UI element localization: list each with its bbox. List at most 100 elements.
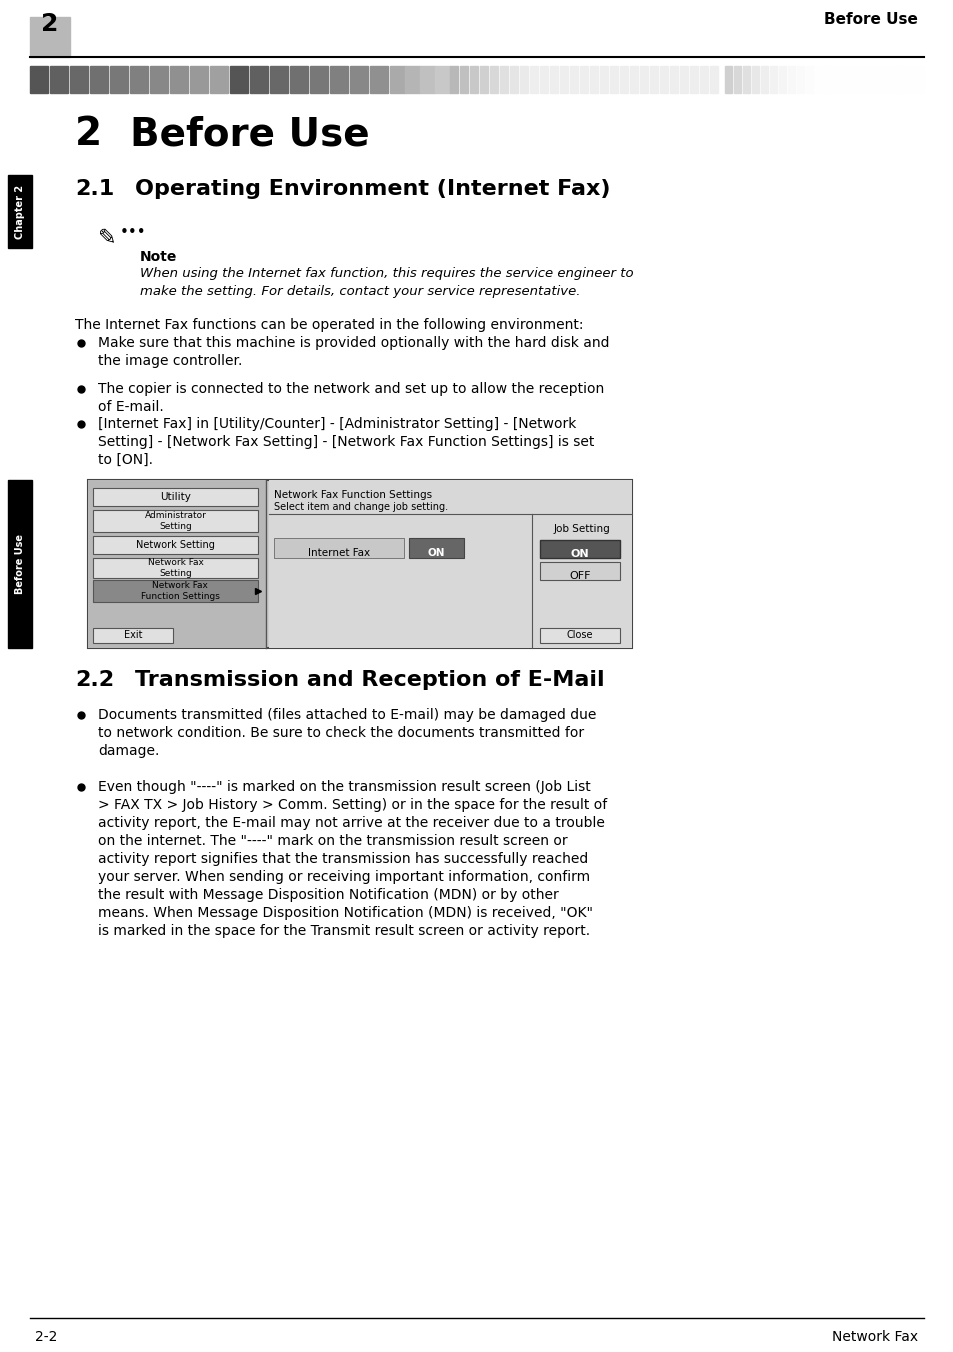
Bar xyxy=(92,488,257,506)
Bar xyxy=(92,580,257,602)
Text: Network Fax
Setting: Network Fax Setting xyxy=(148,558,203,577)
Text: ✎: ✎ xyxy=(98,228,116,247)
Bar xyxy=(210,66,228,93)
Bar xyxy=(290,66,308,93)
Bar xyxy=(550,66,558,93)
Text: 2.2: 2.2 xyxy=(75,671,114,690)
Bar xyxy=(405,66,419,93)
Text: Before Use: Before Use xyxy=(823,12,917,27)
Bar xyxy=(92,627,172,644)
Text: make the setting. For details, contact your service representative.: make the setting. For details, contact y… xyxy=(140,285,579,297)
Bar xyxy=(841,66,848,93)
Text: Transmission and Reception of E-Mail: Transmission and Reception of E-Mail xyxy=(135,671,604,690)
Text: Chapter 2: Chapter 2 xyxy=(15,184,25,238)
Text: Close: Close xyxy=(566,630,593,641)
Bar xyxy=(814,66,821,93)
Bar xyxy=(88,480,266,648)
Text: > FAX TX > Job History > Comm. Setting) or in the space for the result of: > FAX TX > Job History > Comm. Setting) … xyxy=(98,798,607,813)
Bar xyxy=(679,66,687,93)
Text: Even though "----" is marked on the transmission result screen (Job List: Even though "----" is marked on the tran… xyxy=(98,780,590,794)
Bar xyxy=(709,66,718,93)
Text: of E-mail.: of E-mail. xyxy=(98,400,164,414)
Bar xyxy=(470,66,477,93)
Text: activity report signifies that the transmission has successfully reached: activity report signifies that the trans… xyxy=(98,852,588,867)
Bar xyxy=(589,66,598,93)
Text: means. When Message Disposition Notification (MDN) is received, "OK": means. When Message Disposition Notifica… xyxy=(98,906,593,919)
Text: Setting] - [Network Fax Setting] - [Network Fax Function Settings] is set: Setting] - [Network Fax Setting] - [Netw… xyxy=(98,435,594,449)
Bar xyxy=(150,66,168,93)
Text: 2-2: 2-2 xyxy=(35,1330,57,1344)
Bar xyxy=(796,66,803,93)
Text: 2: 2 xyxy=(75,115,102,153)
Bar xyxy=(130,66,148,93)
Bar xyxy=(805,66,812,93)
Text: Job Setting: Job Setting xyxy=(553,525,610,534)
Bar xyxy=(539,627,619,644)
Bar xyxy=(779,66,785,93)
Text: Documents transmitted (files attached to E-mail) may be damaged due: Documents transmitted (files attached to… xyxy=(98,708,596,722)
Bar xyxy=(539,66,547,93)
Bar xyxy=(310,66,328,93)
Text: Utility: Utility xyxy=(160,492,191,502)
Bar xyxy=(832,66,840,93)
Bar xyxy=(419,66,435,93)
Text: is marked in the space for the Transmit result screen or activity report.: is marked in the space for the Transmit … xyxy=(98,923,590,938)
Bar xyxy=(190,66,208,93)
Text: damage.: damage. xyxy=(98,744,159,758)
Bar xyxy=(70,66,88,93)
Bar xyxy=(459,66,468,93)
Bar xyxy=(274,538,403,558)
Text: The copier is connected to the network and set up to allow the reception: The copier is connected to the network a… xyxy=(98,383,603,396)
Bar xyxy=(689,66,698,93)
Bar xyxy=(50,66,68,93)
Bar xyxy=(751,66,759,93)
Text: on the internet. The "----" mark on the transmission result screen or: on the internet. The "----" mark on the … xyxy=(98,834,567,848)
Bar xyxy=(409,538,463,558)
Bar xyxy=(609,66,618,93)
Bar xyxy=(769,66,776,93)
Bar xyxy=(30,18,70,57)
Text: •••: ••• xyxy=(120,224,147,241)
Bar xyxy=(913,66,920,93)
Text: the image controller.: the image controller. xyxy=(98,354,242,368)
Bar xyxy=(579,66,587,93)
Bar xyxy=(877,66,884,93)
Bar xyxy=(733,66,740,93)
Text: ON: ON xyxy=(570,549,589,558)
Bar xyxy=(270,66,288,93)
Bar xyxy=(559,66,567,93)
Text: OFF: OFF xyxy=(569,571,590,581)
Text: your server. When sending or receiving important information, confirm: your server. When sending or receiving i… xyxy=(98,869,590,884)
Text: When using the Internet fax function, this requires the service engineer to: When using the Internet fax function, th… xyxy=(140,266,633,280)
Bar xyxy=(629,66,638,93)
Text: Network Fax: Network Fax xyxy=(831,1330,917,1344)
Bar xyxy=(8,480,32,648)
Bar xyxy=(530,66,537,93)
Bar xyxy=(250,66,268,93)
Text: The Internet Fax functions can be operated in the following environment:: The Internet Fax functions can be operat… xyxy=(75,318,583,333)
Text: to [ON].: to [ON]. xyxy=(98,453,152,466)
Bar xyxy=(350,66,368,93)
Bar xyxy=(649,66,658,93)
Bar xyxy=(539,562,619,580)
Bar xyxy=(700,66,707,93)
Text: ON: ON xyxy=(427,548,444,558)
Text: Before Use: Before Use xyxy=(15,534,25,594)
Bar xyxy=(230,66,248,93)
Bar xyxy=(669,66,678,93)
Text: Operating Environment (Internet Fax): Operating Environment (Internet Fax) xyxy=(135,178,610,199)
Text: Make sure that this machine is provided optionally with the hard disk and: Make sure that this machine is provided … xyxy=(98,337,609,350)
Bar xyxy=(539,539,619,558)
Bar xyxy=(519,66,527,93)
Text: activity report, the E-mail may not arrive at the receiver due to a trouble: activity report, the E-mail may not arri… xyxy=(98,817,604,830)
Text: Exit: Exit xyxy=(124,630,142,641)
Bar xyxy=(659,66,667,93)
Bar xyxy=(110,66,128,93)
Bar xyxy=(599,66,607,93)
Text: Administrator
Setting: Administrator Setting xyxy=(145,511,206,531)
Bar xyxy=(390,66,405,93)
Bar xyxy=(499,66,507,93)
Text: the result with Message Disposition Notification (MDN) or by other: the result with Message Disposition Noti… xyxy=(98,888,558,902)
Bar xyxy=(92,535,257,554)
Text: Internet Fax: Internet Fax xyxy=(308,548,370,558)
